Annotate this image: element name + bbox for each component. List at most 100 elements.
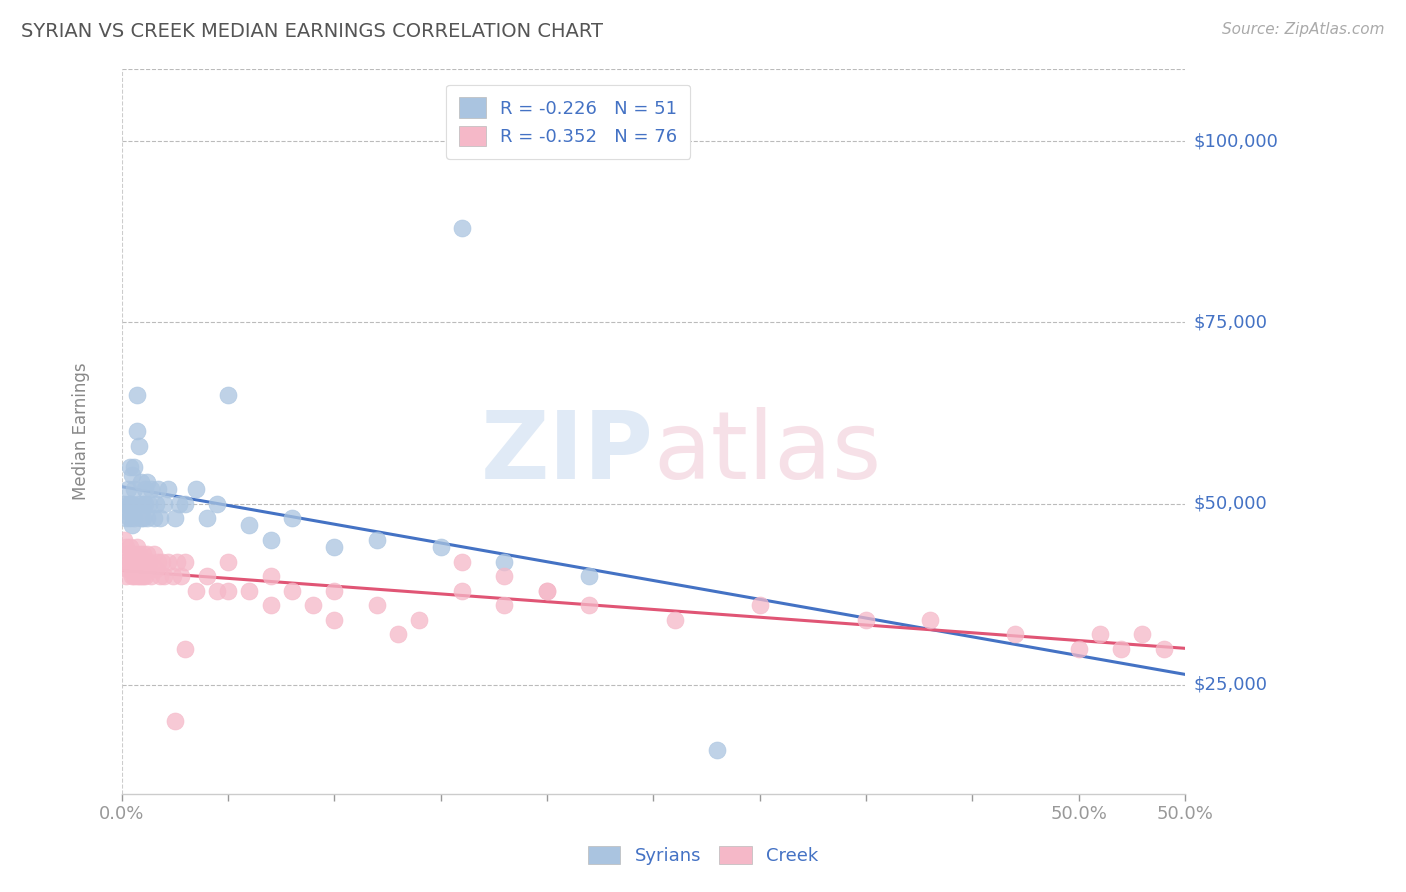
Point: [195, 511, 218, 525]
Point: [120, 497, 142, 511]
Point: [157, 482, 180, 496]
Point: [664, 613, 686, 627]
Point: [162, 569, 184, 583]
Point: [1088, 627, 1111, 641]
Point: [115, 511, 138, 525]
Point: [149, 569, 172, 583]
Point: [494, 598, 516, 612]
Point: [121, 547, 143, 561]
Point: [134, 497, 156, 511]
Point: [129, 511, 152, 525]
Point: [129, 475, 152, 489]
Point: [124, 569, 146, 583]
Point: [112, 533, 135, 547]
Point: [115, 569, 138, 583]
Point: [128, 497, 150, 511]
Point: [706, 743, 728, 757]
Point: [1004, 627, 1026, 641]
Point: [366, 533, 388, 547]
Point: [238, 518, 260, 533]
Point: [132, 562, 155, 576]
Point: [259, 598, 281, 612]
Point: [145, 497, 167, 511]
Point: [134, 482, 156, 496]
Point: [138, 555, 160, 569]
Point: [1132, 627, 1154, 641]
Point: [494, 555, 516, 569]
Point: [174, 641, 197, 656]
Text: Median Earnings: Median Earnings: [72, 362, 90, 500]
Point: [1109, 641, 1132, 656]
Text: $25,000: $25,000: [1194, 676, 1267, 694]
Point: [124, 511, 146, 525]
Text: $75,000: $75,000: [1194, 313, 1267, 331]
Point: [149, 511, 172, 525]
Legend: Syrians, Creek: Syrians, Creek: [579, 837, 827, 874]
Point: [323, 540, 346, 554]
Point: [141, 569, 163, 583]
Point: [132, 511, 155, 525]
Point: [124, 562, 146, 576]
Point: [128, 439, 150, 453]
Point: [117, 547, 139, 561]
Point: [302, 598, 325, 612]
Point: [125, 424, 148, 438]
Point: [120, 460, 142, 475]
Point: [132, 547, 155, 561]
Point: [136, 547, 159, 561]
Point: [1153, 641, 1175, 656]
Point: [125, 569, 148, 583]
Point: [117, 497, 139, 511]
Point: [121, 562, 143, 576]
Point: [259, 569, 281, 583]
Point: [117, 482, 139, 496]
Point: [387, 627, 409, 641]
Point: [451, 221, 474, 235]
Text: ZIP: ZIP: [481, 407, 654, 499]
Point: [112, 555, 135, 569]
Point: [142, 547, 165, 561]
Point: [855, 613, 877, 627]
Point: [132, 569, 155, 583]
Text: atlas: atlas: [654, 407, 882, 499]
Point: [259, 533, 281, 547]
Point: [157, 555, 180, 569]
Point: [184, 482, 207, 496]
Point: [166, 555, 188, 569]
Text: SYRIAN VS CREEK MEDIAN EARNINGS CORRELATION CHART: SYRIAN VS CREEK MEDIAN EARNINGS CORRELAT…: [21, 22, 603, 41]
Point: [217, 583, 239, 598]
Point: [918, 613, 941, 627]
Point: [141, 482, 163, 496]
Point: [142, 511, 165, 525]
Point: [132, 497, 155, 511]
Point: [323, 613, 346, 627]
Point: [150, 555, 173, 569]
Point: [748, 598, 770, 612]
Point: [121, 569, 143, 583]
Point: [184, 583, 207, 598]
Point: [134, 555, 156, 569]
Point: [578, 569, 600, 583]
Point: [207, 583, 229, 598]
Point: [408, 613, 430, 627]
Point: [112, 497, 135, 511]
Text: Source: ZipAtlas.com: Source: ZipAtlas.com: [1222, 22, 1385, 37]
Point: [238, 583, 260, 598]
Point: [366, 598, 388, 612]
Text: $100,000: $100,000: [1194, 132, 1278, 150]
Point: [138, 497, 160, 511]
Point: [121, 497, 143, 511]
Point: [451, 583, 474, 598]
Point: [195, 569, 218, 583]
Point: [120, 540, 142, 554]
Point: [115, 540, 138, 554]
Point: [146, 482, 169, 496]
Point: [125, 555, 148, 569]
Point: [134, 569, 156, 583]
Point: [167, 497, 190, 511]
Point: [217, 388, 239, 402]
Point: [146, 555, 169, 569]
Point: [494, 569, 516, 583]
Point: [170, 569, 193, 583]
Point: [117, 562, 139, 576]
